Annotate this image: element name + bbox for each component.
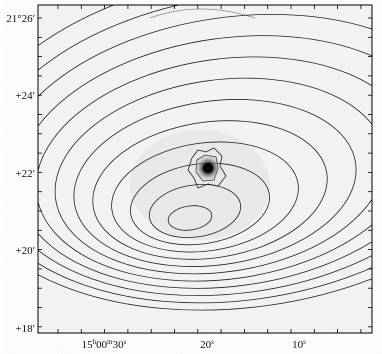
tick-label-part: 30 <box>113 339 125 351</box>
contour <box>38 56 372 282</box>
y-tick-label: +20′ <box>15 245 35 257</box>
source-contour <box>187 147 227 189</box>
contours <box>38 5 372 311</box>
contour <box>130 162 270 246</box>
contour <box>149 8 256 19</box>
tick-label-part: 00 <box>96 339 108 351</box>
tick-label-superscript: s <box>303 338 306 346</box>
y-tick-label: +24′ <box>15 90 35 102</box>
tick-label-superscript: h <box>93 338 97 346</box>
contour <box>73 99 357 267</box>
y-tick-label: +22′ <box>15 168 35 180</box>
frame <box>37 4 373 334</box>
contour <box>111 141 299 253</box>
tick-label-part: 15 <box>82 339 94 351</box>
contour <box>38 35 372 289</box>
source-center <box>203 163 213 173</box>
contour <box>38 5 372 311</box>
ticks <box>38 5 372 333</box>
contour <box>38 13 372 297</box>
contour <box>148 184 242 238</box>
tick-label-superscript: s <box>211 338 214 346</box>
y-tick-label: +18′ <box>15 323 35 335</box>
x-tick-label: 20s <box>200 338 214 351</box>
diffuse-emission <box>130 130 270 240</box>
x-tick-label: 10s <box>292 338 306 351</box>
contour <box>54 77 372 275</box>
x-tick-label: 15h00m30s <box>82 338 127 351</box>
source <box>187 147 227 189</box>
tick-label-part: 10 <box>292 339 304 351</box>
tick-label-superscript: s <box>124 338 127 346</box>
tick-label-part: 20 <box>200 339 212 351</box>
contour <box>38 5 372 304</box>
tick-label-superscript: m <box>107 338 113 346</box>
contour <box>92 120 328 260</box>
contour <box>167 205 213 231</box>
y-tick-label: 21°26′ <box>6 13 35 25</box>
